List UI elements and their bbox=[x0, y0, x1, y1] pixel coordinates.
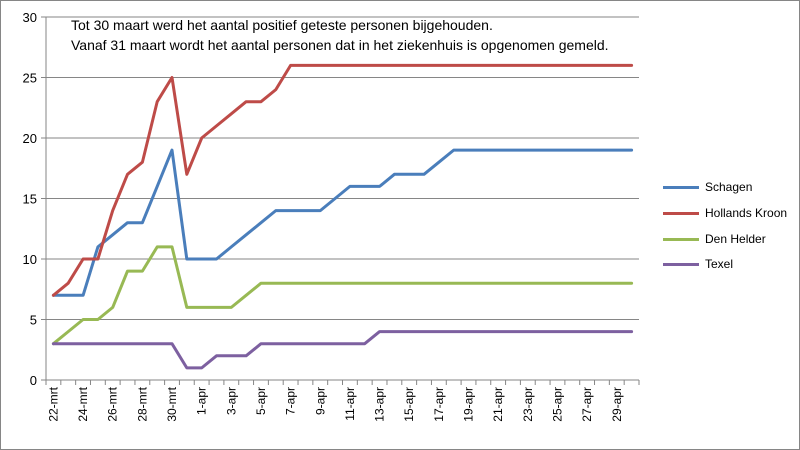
x-tick-label: 15-apr bbox=[402, 387, 416, 422]
y-tick-label: 0 bbox=[30, 373, 37, 388]
x-tick-label: 29-apr bbox=[610, 387, 624, 422]
legend-swatch bbox=[663, 211, 699, 215]
legend-label: Schagen bbox=[705, 180, 753, 194]
series-line-texel bbox=[51, 330, 634, 370]
x-tick-label: 28-mrt bbox=[135, 386, 149, 421]
x-tick-label: 13-apr bbox=[373, 387, 387, 422]
x-tick-label: 9-apr bbox=[313, 387, 327, 415]
legend-swatch bbox=[663, 262, 699, 266]
x-tick-label: 21-apr bbox=[491, 387, 505, 422]
annotation-line-1: Tot 30 maart werd het aantal positief ge… bbox=[71, 17, 493, 33]
series-lines bbox=[51, 63, 634, 370]
legend-swatch bbox=[663, 185, 699, 189]
x-tick-labels: 22-mrt 24-mrt 26-mrt 28-mrt 30-mrt 1-apr 3-apr… bbox=[46, 386, 623, 421]
x-tick-label: 25-apr bbox=[550, 387, 564, 422]
gridlines bbox=[46, 16, 639, 320]
x-tick-label: 24-mrt bbox=[76, 386, 90, 421]
y-tick-label: 25 bbox=[23, 71, 37, 86]
axes bbox=[41, 16, 640, 385]
legend-label: Den Helder bbox=[705, 232, 766, 246]
legend-label: Texel bbox=[705, 257, 734, 271]
annotation-line-2: Vanaf 31 maart wordt het aantal personen… bbox=[71, 37, 609, 53]
legend-item-schagen: Schagen bbox=[663, 180, 752, 194]
legend-item-texel: Texel bbox=[663, 257, 733, 271]
x-tick-label: 27-apr bbox=[580, 387, 594, 422]
y-tick-label: 30 bbox=[23, 10, 37, 25]
x-tick-label: 19-apr bbox=[462, 387, 476, 422]
legend-label: Hollands Kroon bbox=[705, 206, 788, 220]
x-tick-label: 5-apr bbox=[254, 387, 268, 415]
y-tick-labels: 0 5 10 15 20 25 30 bbox=[23, 10, 37, 388]
series-line-schagen bbox=[51, 148, 634, 297]
legend-swatch bbox=[663, 237, 699, 241]
legend-item-hollands-kroon: Hollands Kroon bbox=[663, 206, 787, 220]
series-line-hollands-kroon bbox=[51, 63, 634, 297]
x-tick-label: 1-apr bbox=[195, 387, 209, 415]
x-tick-label: 23-apr bbox=[521, 387, 535, 422]
series-line-den-helder bbox=[51, 245, 634, 346]
x-tick-label: 11-apr bbox=[343, 387, 357, 421]
y-tick-label: 5 bbox=[30, 313, 37, 328]
legend-item-den-helder: Den Helder bbox=[663, 232, 766, 246]
x-tick-label: 22-mrt bbox=[46, 386, 60, 421]
x-tick-label: 3-apr bbox=[224, 387, 238, 415]
y-tick-label: 10 bbox=[23, 252, 37, 267]
y-tick-label: 15 bbox=[23, 192, 37, 207]
x-tick-label: 30-mrt bbox=[165, 386, 179, 421]
y-tick-label: 20 bbox=[23, 131, 37, 146]
x-tick-label: 17-apr bbox=[432, 387, 446, 422]
x-tick-label: 7-apr bbox=[284, 387, 298, 415]
x-tick-label: 26-mrt bbox=[106, 386, 120, 421]
